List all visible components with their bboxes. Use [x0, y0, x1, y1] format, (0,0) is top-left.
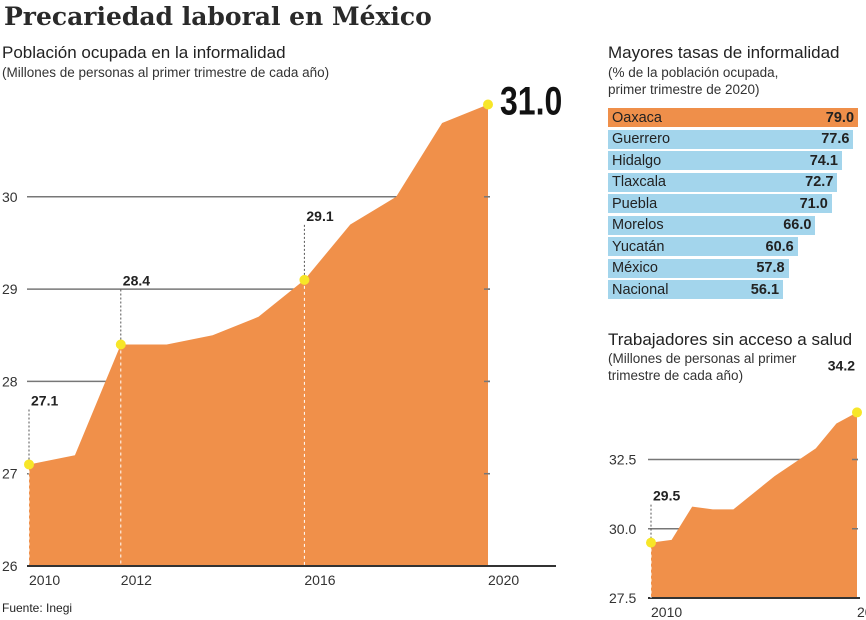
- bar-hidalgo: Hidalgo 74.1: [608, 151, 842, 170]
- source-note: Fuente: Inegi: [2, 601, 73, 615]
- data-point-marker: [483, 99, 493, 110]
- area-series: [29, 104, 488, 566]
- data-point-marker: [115, 339, 126, 350]
- bar-category-label: Oaxaca: [612, 109, 662, 126]
- data-point-marker: [852, 407, 862, 418]
- bar-oaxaca: Oaxaca 79.0: [608, 108, 859, 127]
- y-tick-label: 27: [2, 466, 18, 482]
- data-label: 29.5: [653, 488, 680, 504]
- bar-category-label: México: [612, 260, 658, 276]
- y-tick-label: 30.0: [609, 521, 636, 537]
- x-tick-label: 2016: [304, 572, 335, 588]
- data-label: 27.1: [31, 392, 58, 408]
- bar-chart-title: Mayores tasas de informalidad: [608, 43, 840, 62]
- area-series: [651, 412, 857, 598]
- bar-category-label: Puebla: [612, 195, 658, 212]
- page-title: Precariedad laboral en México: [4, 2, 432, 31]
- main-chart-title: Población ocupada en la informalidad: [2, 43, 286, 62]
- bar-category-label: Yucatán: [612, 238, 665, 255]
- bar-morelos: Morelos 66.0: [608, 215, 816, 235]
- bar-category-label: Morelos: [612, 217, 664, 233]
- bar-value-label: 57.8: [756, 260, 785, 276]
- bar-value-label: 66.0: [783, 217, 812, 233]
- bar-chart-subtitle: (% de la población ocupada, primer trime…: [608, 65, 779, 97]
- x-tick-label: 2020: [857, 604, 866, 620]
- bar-value-label: 60.6: [765, 238, 794, 255]
- bar-category-label: Nacional: [612, 281, 669, 298]
- y-tick-label: 32.5: [609, 452, 636, 468]
- x-tick-label: 2012: [121, 572, 152, 588]
- bar-category-label: Hidalgo: [612, 152, 662, 169]
- bar-guerrero: Guerrero 77.6: [608, 129, 854, 149]
- data-label: 29.1: [306, 208, 333, 224]
- data-label: 28.4: [123, 272, 150, 288]
- bar-category-label: Guerrero: [612, 131, 671, 147]
- bar-puebla: Puebla 71.0: [608, 194, 832, 213]
- bar-value-label: 56.1: [750, 281, 780, 298]
- main-chart-subtitle: (Millones de personas al primer trimestr…: [2, 65, 330, 80]
- x-tick-label: 2010: [651, 604, 682, 620]
- y-tick-label: 27.5: [609, 590, 636, 606]
- data-point-marker: [299, 274, 310, 285]
- y-tick-label: 30: [2, 189, 18, 205]
- bar-value-label: 77.6: [821, 131, 850, 147]
- data-point-marker: [24, 459, 34, 470]
- bar-value-label: 79.0: [825, 109, 855, 126]
- y-tick-label: 26: [2, 558, 18, 574]
- bar-yucatán: Yucatán 60.6: [608, 237, 798, 256]
- bar-value-label: 74.1: [809, 152, 838, 169]
- x-tick-label: 2010: [29, 572, 60, 588]
- bar-tlaxcala: Tlaxcala 72.7: [608, 172, 838, 192]
- bar-méxico: México 57.8: [608, 258, 789, 278]
- bar-value-label: 72.7: [805, 174, 834, 190]
- data-point-marker: [646, 537, 656, 548]
- bar-value-label: 71.0: [799, 195, 828, 212]
- y-tick-label: 29: [2, 281, 18, 297]
- data-label: 31.0: [500, 78, 562, 123]
- y-tick-label: 28: [2, 373, 18, 389]
- x-tick-label: 2020: [488, 572, 519, 588]
- bar-category-label: Tlaxcala: [612, 174, 666, 190]
- data-label: 34.2: [828, 357, 855, 373]
- bar-nacional: Nacional 56.1: [608, 280, 784, 299]
- health-chart-title: Trabajadores sin acceso a salud: [608, 330, 853, 349]
- health-chart-subtitle: (Millones de personas al primer trimestr…: [608, 351, 797, 383]
